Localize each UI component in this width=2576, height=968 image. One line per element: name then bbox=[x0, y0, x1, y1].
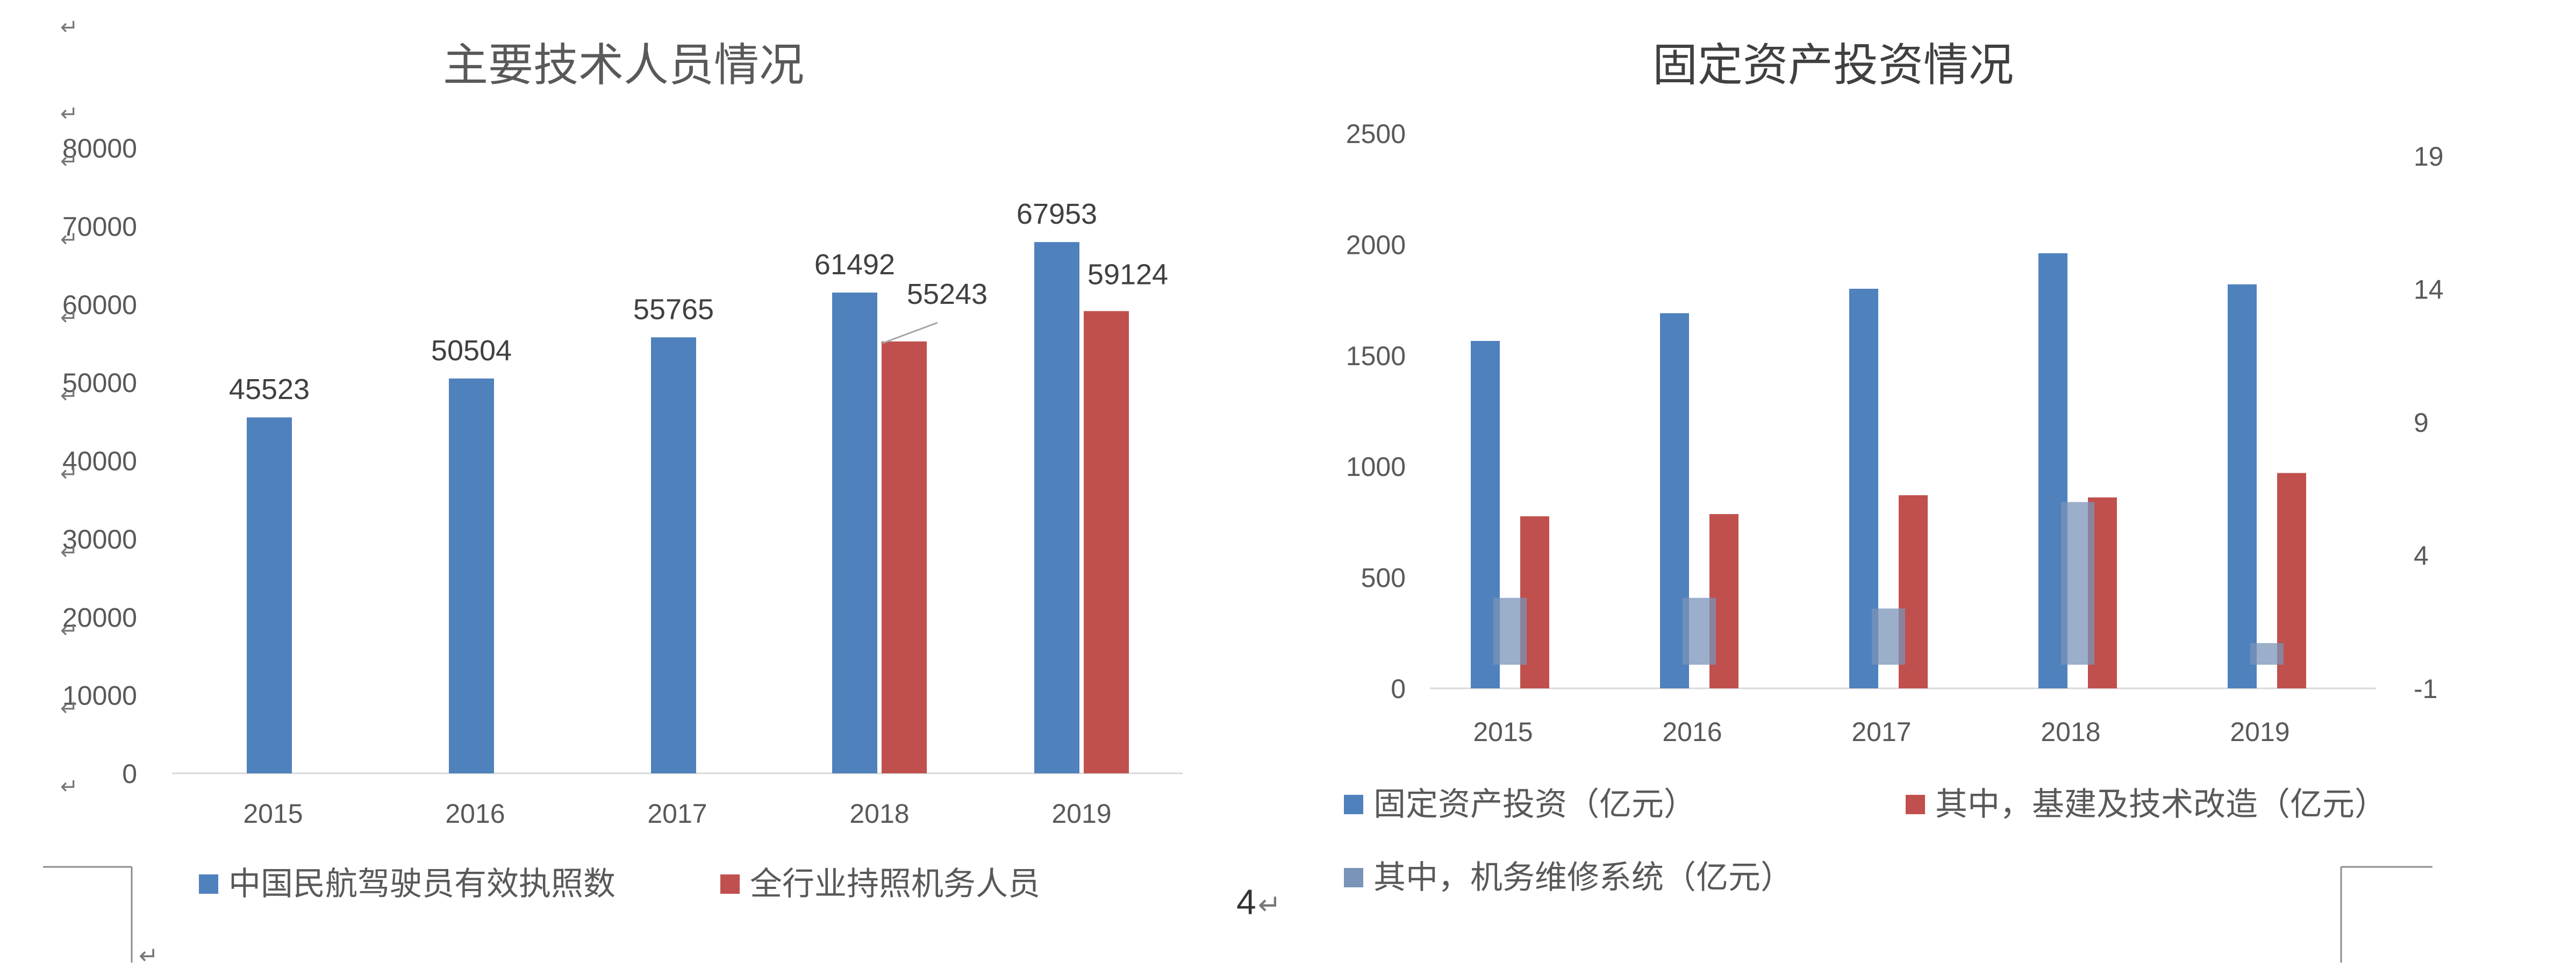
chart2-legend: 固定资产投资（亿元） 其中，基建及技术改造（亿元） 其中，机务维修系统（亿元） bbox=[1344, 786, 2387, 896]
page-corner-marks: ↵ bbox=[43, 866, 2432, 968]
chart1-bar-maintenance-2018 bbox=[882, 341, 927, 773]
chart2-bar-maintenance-system-2015 bbox=[1493, 597, 1527, 665]
return-mark-page-number: ↵ bbox=[1258, 889, 1282, 921]
return-mark-y-6: ↵ bbox=[60, 305, 78, 330]
chart1-title: 主要技术人员情况 bbox=[443, 39, 804, 91]
return-mark-y-7: ↵ bbox=[60, 227, 78, 252]
chart2-bar-maintenance-system-2017 bbox=[1872, 608, 1905, 665]
chart2-y-axis-left: 0 500 1000 1500 2000 2500 bbox=[1346, 119, 1406, 704]
chart1-bars: 45523 50504 55765 61492 55243 67953 59124 bbox=[229, 198, 1168, 773]
page-number: 4 bbox=[1236, 882, 1256, 922]
chart1-data-label-pilots-2019: 67953 bbox=[1017, 198, 1097, 230]
legend-label-fixed-asset: 固定资产投资（亿元） bbox=[1373, 786, 1696, 823]
legend-swatch-maintenance-staff bbox=[720, 874, 740, 894]
chart-fixed-asset-investment: 固定资产投资情况 0 500 1000 1500 2000 2500 -1 4 9 14 19 2… bbox=[1344, 39, 2444, 896]
chart1-bar-maintenance-2019 bbox=[1084, 311, 1129, 773]
chart1-y-tick-8: 80000 bbox=[62, 133, 137, 163]
legend-label-maintenance-staff: 全行业持照机务人员 bbox=[750, 865, 1040, 903]
chart1-data-label-pilots-2016: 50504 bbox=[431, 334, 512, 367]
chart2-title: 固定资产投资情况 bbox=[1652, 39, 2014, 91]
chart1-x-tick-2019: 2019 bbox=[1051, 799, 1111, 829]
chart1-data-label-maintenance-2019: 59124 bbox=[1087, 258, 1168, 290]
chart1-y-tick-3: 30000 bbox=[62, 524, 137, 554]
return-mark-top: ↵ bbox=[60, 15, 78, 40]
chart1-x-tick-2017: 2017 bbox=[647, 799, 707, 829]
chart2-y2-tick-0: -1 bbox=[2414, 674, 2437, 704]
chart1-y-tick-2: 20000 bbox=[62, 602, 137, 632]
chart2-y-tick-4: 2000 bbox=[1346, 230, 1406, 260]
chart1-data-label-pilots-2017: 55765 bbox=[633, 293, 714, 325]
chart1-bar-pilots-2015 bbox=[247, 417, 292, 773]
chart2-x-tick-2016: 2016 bbox=[1662, 717, 1722, 747]
chart2-y2-tick-3: 14 bbox=[2414, 275, 2444, 305]
legend-label-maintenance-system: 其中，机务维修系统（亿元） bbox=[1373, 859, 1793, 896]
chart1-legend: 中国民航驾驶员有效执照数 全行业持照机务人员 bbox=[199, 865, 1040, 903]
chart1-y-axis: 0 10000 20000 30000 40000 50000 60000 70000 8000… bbox=[62, 133, 137, 789]
chart2-y-tick-5: 2500 bbox=[1346, 119, 1406, 149]
legend-swatch-infrastructure bbox=[1906, 795, 1925, 814]
chart2-y-tick-1: 500 bbox=[1361, 563, 1406, 593]
chart2-bar-maintenance-system-2018 bbox=[2061, 502, 2094, 665]
chart2-y-tick-0: 0 bbox=[1391, 674, 1406, 704]
chart2-y2-tick-4: 19 bbox=[2414, 141, 2444, 172]
chart2-y-axis-right: -1 4 9 14 19 bbox=[2414, 141, 2444, 704]
return-mark-y-4: ↵ bbox=[60, 462, 78, 487]
chart-technical-staff: 主要技术人员情况 0 10000 20000 30000 40000 50000 60000… bbox=[60, 15, 1183, 903]
chart1-y-tick-7: 70000 bbox=[62, 211, 137, 241]
chart2-bar-maintenance-system-2016 bbox=[1683, 597, 1716, 665]
chart1-x-tick-2015: 2015 bbox=[243, 799, 303, 829]
chart1-y-tick-1: 10000 bbox=[62, 681, 137, 711]
return-mark-title: ↵ bbox=[60, 102, 78, 126]
chart1-bar-pilots-2016 bbox=[449, 378, 494, 773]
return-mark-y-1: ↵ bbox=[60, 696, 78, 721]
return-mark-y-8: ↵ bbox=[60, 149, 78, 174]
chart1-y-tick-5: 50000 bbox=[62, 368, 137, 398]
chart2-x-axis: 2015 2016 2017 2018 2019 bbox=[1473, 717, 2289, 747]
chart2-x-tick-2017: 2017 bbox=[1851, 717, 1911, 747]
chart2-x-tick-2015: 2015 bbox=[1473, 717, 1533, 747]
chart1-x-axis: 2015 2016 2017 2018 2019 bbox=[243, 799, 1111, 829]
return-mark-y-2: ↵ bbox=[60, 618, 78, 643]
chart2-bars bbox=[1471, 253, 2306, 688]
chart1-y-tick-6: 60000 bbox=[62, 290, 137, 320]
legend-swatch-fixed-asset bbox=[1344, 795, 1363, 814]
return-mark-y-5: ↵ bbox=[60, 383, 78, 408]
chart1-bar-pilots-2017 bbox=[651, 337, 696, 773]
chart2-y-tick-3: 1500 bbox=[1346, 341, 1406, 371]
chart1-return-marks: ↵ ↵ ↵ ↵ ↵ ↵ ↵ ↵ ↵ ↵ ↵ bbox=[60, 15, 78, 799]
return-mark-bottom: ↵ bbox=[139, 942, 159, 968]
chart1-x-tick-2018: 2018 bbox=[849, 799, 909, 829]
chart2-x-tick-2019: 2019 bbox=[2230, 717, 2289, 747]
chart1-data-label-pilots-2018: 61492 bbox=[814, 248, 895, 281]
chart1-data-label-maintenance-2018: 55243 bbox=[907, 278, 988, 310]
chart1-bar-pilots-2018 bbox=[832, 293, 877, 773]
chart1-leader-line bbox=[882, 322, 938, 344]
chart1-x-tick-2016: 2016 bbox=[445, 799, 505, 829]
return-mark-y-3: ↵ bbox=[60, 540, 78, 565]
chart1-data-label-pilots-2015: 45523 bbox=[229, 373, 310, 405]
legend-swatch-pilots bbox=[199, 874, 218, 894]
legend-label-pilots: 中国民航驾驶员有效执照数 bbox=[228, 865, 616, 903]
chart2-y2-tick-2: 9 bbox=[2414, 408, 2429, 438]
legend-label-infrastructure: 其中，基建及技术改造（亿元） bbox=[1935, 786, 2387, 823]
chart1-y-tick-0: 0 bbox=[122, 759, 137, 789]
legend-swatch-maintenance-system bbox=[1344, 868, 1363, 887]
chart1-bar-pilots-2019 bbox=[1034, 242, 1079, 773]
chart2-bar-maintenance-system-2019 bbox=[2250, 643, 2284, 665]
chart2-x-tick-2018: 2018 bbox=[2041, 717, 2100, 747]
chart2-y-tick-2: 1000 bbox=[1346, 452, 1406, 482]
chart1-y-tick-4: 40000 bbox=[62, 446, 137, 476]
return-mark-y-0: ↵ bbox=[60, 774, 78, 799]
chart2-bar-fixed-asset-2019 bbox=[2228, 284, 2257, 688]
chart2-y2-tick-1: 4 bbox=[2414, 541, 2429, 571]
